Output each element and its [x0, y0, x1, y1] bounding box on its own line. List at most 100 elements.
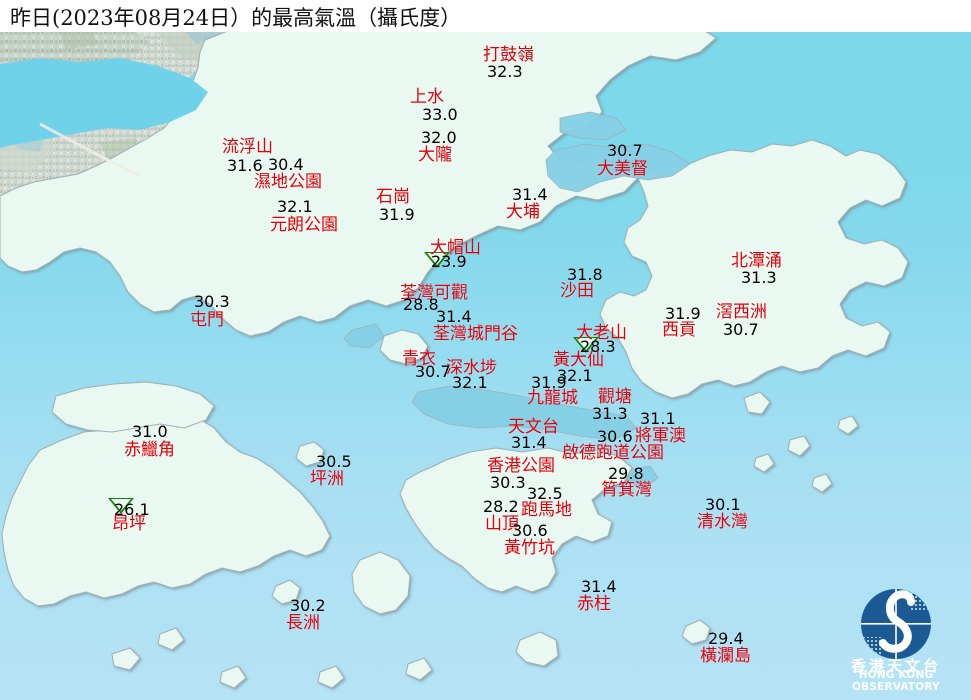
station-name-6: 石崗 — [376, 189, 410, 206]
station-name-label: 流浮山 — [222, 137, 273, 157]
land-lantau-island — [1, 413, 331, 607]
station-name-label: 將軍澳 — [635, 426, 686, 446]
station-name-label: 大帽山 — [430, 238, 481, 258]
land-small-island-8 — [219, 665, 247, 689]
station-name-label: 荃灣城門谷 — [433, 324, 518, 344]
station-name-21: 九龍城 — [527, 390, 578, 407]
station-name-16: 大老山 — [576, 325, 627, 342]
station-temperature-value: 32.1 — [452, 373, 488, 392]
station-name-9: 大帽山 — [430, 240, 481, 257]
land-small-island-2 — [787, 435, 811, 457]
station-name-5: 元朗公園 — [270, 217, 338, 234]
land-peng-chau — [295, 441, 325, 467]
land-small-island-3 — [811, 473, 833, 493]
station-temperature-value: 29.8 — [608, 464, 644, 483]
station-name-label: 天文台 — [508, 417, 559, 437]
station-name-27: 筲箕灣 — [601, 482, 652, 499]
station-temperature-value: 30.2 — [290, 596, 326, 615]
land-small-island-10 — [405, 657, 433, 681]
station-name-label: 濕地公園 — [254, 172, 322, 192]
station-value-6: 31.9 — [379, 207, 415, 223]
station-temperature-value: 32.5 — [527, 484, 563, 503]
station-temperature-value: 30.7 — [607, 141, 643, 160]
station-temperature-value: 33.0 — [422, 105, 458, 124]
station-name-8: 大美督 — [597, 161, 648, 178]
station-temperature-value: 31.3 — [592, 404, 628, 423]
station-temperature-value: 30.3 — [194, 292, 230, 311]
station-name-2: 大隴 — [418, 147, 452, 164]
station-temperature-value: 30.6 — [512, 521, 548, 540]
station-temperature-value: 31.9 — [379, 205, 415, 224]
station-name-23: 將軍澳 — [635, 428, 686, 445]
station-name-label: 赤鱲角 — [124, 440, 175, 460]
station-value-8: 30.7 — [607, 143, 643, 159]
station-temperature-value: 31.4 — [436, 307, 472, 326]
logo-name-en: HONG KONG OBSERVATORY — [852, 669, 940, 693]
station-name-4: 濕地公園 — [254, 174, 322, 191]
station-name-label: 打鼓嶺 — [483, 45, 534, 65]
station-name-label: 深水埗 — [446, 358, 497, 378]
station-name-label: 昂坪 — [112, 514, 146, 534]
station-name-label: 上水 — [410, 87, 444, 107]
land-small-island-1 — [743, 391, 771, 415]
station-value-9: 23.9 — [431, 254, 467, 270]
station-name-34: 長洲 — [286, 615, 320, 632]
station-value-31: 31.0 — [132, 424, 168, 440]
station-name-36: 清水灣 — [697, 514, 748, 531]
station-name-label: 荃灣可觀 — [400, 283, 468, 303]
station-name-3: 流浮山 — [222, 139, 273, 156]
station-value-32: 26.1 — [114, 502, 150, 518]
station-temperature-value: 30.4 — [268, 155, 304, 174]
water-victoria-harbour — [411, 385, 637, 441]
station-temperature-value: 32.1 — [557, 366, 593, 385]
station-value-34: 30.2 — [290, 598, 326, 614]
hko-spiral-logo-icon — [861, 589, 931, 659]
station-temperature-value: 28.2 — [483, 497, 519, 516]
station-temperature-value: 32.0 — [421, 128, 457, 147]
station-value-10: 28.8 — [403, 297, 439, 313]
station-value-22: 31.3 — [592, 406, 628, 422]
station-name-label: 北潭涌 — [731, 251, 782, 271]
station-value-14: 30.7 — [723, 322, 759, 338]
station-name-label: 觀塘 — [598, 387, 632, 407]
station-name-22: 觀塘 — [598, 389, 632, 406]
station-value-1: 33.0 — [422, 107, 458, 123]
station-value-36: 30.1 — [705, 497, 741, 513]
station-name-0: 打鼓嶺 — [483, 47, 534, 64]
station-name-label: 大隴 — [418, 145, 452, 165]
high-altitude-station-marker — [424, 252, 450, 268]
title-bar: 昨日(2023年08月24日）的最高氣溫（攝氏度） — [0, 0, 971, 32]
station-name-1: 上水 — [410, 89, 444, 106]
station-value-18: 30.3 — [194, 294, 230, 310]
land-small-island-9 — [317, 665, 345, 689]
water-tolo-harbour — [545, 143, 691, 193]
station-name-24: 天文台 — [508, 419, 559, 436]
station-value-20: 32.1 — [452, 375, 488, 391]
station-name-13: 北潭涌 — [731, 253, 782, 270]
station-temperature-value: 29.4 — [708, 629, 744, 648]
station-value-25: 30.6 — [597, 429, 633, 445]
station-name-11: 荃灣城門谷 — [433, 326, 518, 343]
station-value-26: 30.3 — [490, 475, 526, 491]
station-temperature-value: 32.1 — [277, 197, 313, 216]
station-value-35: 31.4 — [581, 579, 617, 595]
station-name-label: 滘西洲 — [716, 302, 767, 322]
station-name-26: 香港公園 — [487, 458, 555, 475]
station-temperature-value: 31.4 — [581, 577, 617, 596]
station-name-label: 大美督 — [597, 159, 648, 179]
station-value-2: 32.0 — [421, 130, 457, 146]
station-name-label: 元朗公園 — [270, 215, 338, 235]
land-po-toi — [515, 631, 559, 667]
station-temperature-value: 28.8 — [403, 295, 439, 314]
station-temperature-value: 23.9 — [431, 252, 467, 271]
high-altitude-station-marker — [573, 337, 599, 353]
station-value-30: 30.6 — [512, 523, 548, 539]
station-name-label: 山頂 — [485, 514, 519, 534]
logo-name-cn: 香港天文台 — [850, 657, 941, 675]
station-name-32: 昂坪 — [112, 516, 146, 533]
station-temperature-value: 31.0 — [132, 422, 168, 441]
station-name-label: 大老山 — [576, 323, 627, 343]
land-small-island-7 — [157, 627, 185, 651]
station-value-29: 28.2 — [483, 499, 519, 515]
